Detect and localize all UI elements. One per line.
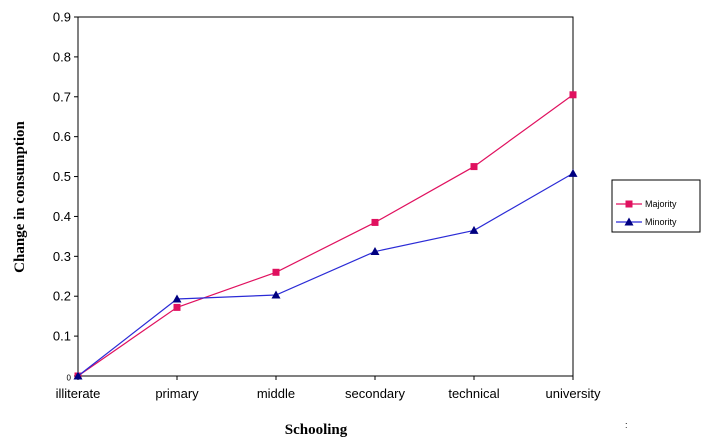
data-point-minority <box>370 247 380 256</box>
data-point-majority <box>569 91 577 99</box>
y-axis-title: Change in consumption <box>12 120 28 272</box>
x-axis: illiterate primary middle secondary technica… <box>56 376 601 401</box>
y-tick-label: 0.1 <box>53 329 71 344</box>
y-tick-label: 0.5 <box>53 169 71 184</box>
y-tick-label: 0.8 <box>53 49 71 64</box>
data-point-minority <box>172 294 182 303</box>
data-point-minority <box>73 371 83 380</box>
data-point-majority <box>272 268 280 276</box>
y-tick-label: 0.2 <box>53 289 71 304</box>
stray-mark: : <box>625 420 628 430</box>
series-line-majority <box>77 94 574 377</box>
x-tick-label: technical <box>448 386 499 401</box>
series-layer <box>73 91 578 380</box>
x-axis-title: Schooling <box>285 422 348 438</box>
y-tick-label: 0.6 <box>53 129 71 144</box>
data-point-minority <box>568 168 578 177</box>
y-tick-label: 0.3 <box>53 249 71 264</box>
legend-marker-majority <box>625 200 633 208</box>
x-tick-label: university <box>546 386 601 401</box>
series-line-minority <box>77 172 574 377</box>
legend-label-minority: Minority <box>645 217 677 227</box>
legend: Majority Minority <box>611 179 701 233</box>
data-point-majority <box>470 163 478 171</box>
data-point-majority <box>173 303 181 311</box>
legend-item-minority: Minority <box>616 217 677 227</box>
plot-area <box>77 16 574 377</box>
legend-marker-minority <box>624 217 634 226</box>
data-point-minority <box>271 290 281 299</box>
data-point-majority <box>371 218 379 226</box>
y-tick-label: 0.4 <box>53 209 71 224</box>
x-tick-label: illiterate <box>56 386 101 401</box>
y-tick-label: 0.7 <box>53 89 71 104</box>
legend-label-majority: Majority <box>645 199 677 209</box>
x-tick-label: secondary <box>345 386 405 401</box>
y-tick-label: 0 <box>67 374 72 383</box>
y-axis: 0 0.1 0.2 0.3 0.4 0.5 0.6 0.7 0.8 0.9 <box>53 10 78 383</box>
y-tick-label: 0.9 <box>53 10 71 25</box>
x-tick-label: primary <box>155 386 199 401</box>
data-point-minority <box>469 225 479 234</box>
legend-item-majority: Majority <box>616 199 677 209</box>
x-tick-label: middle <box>257 386 295 401</box>
